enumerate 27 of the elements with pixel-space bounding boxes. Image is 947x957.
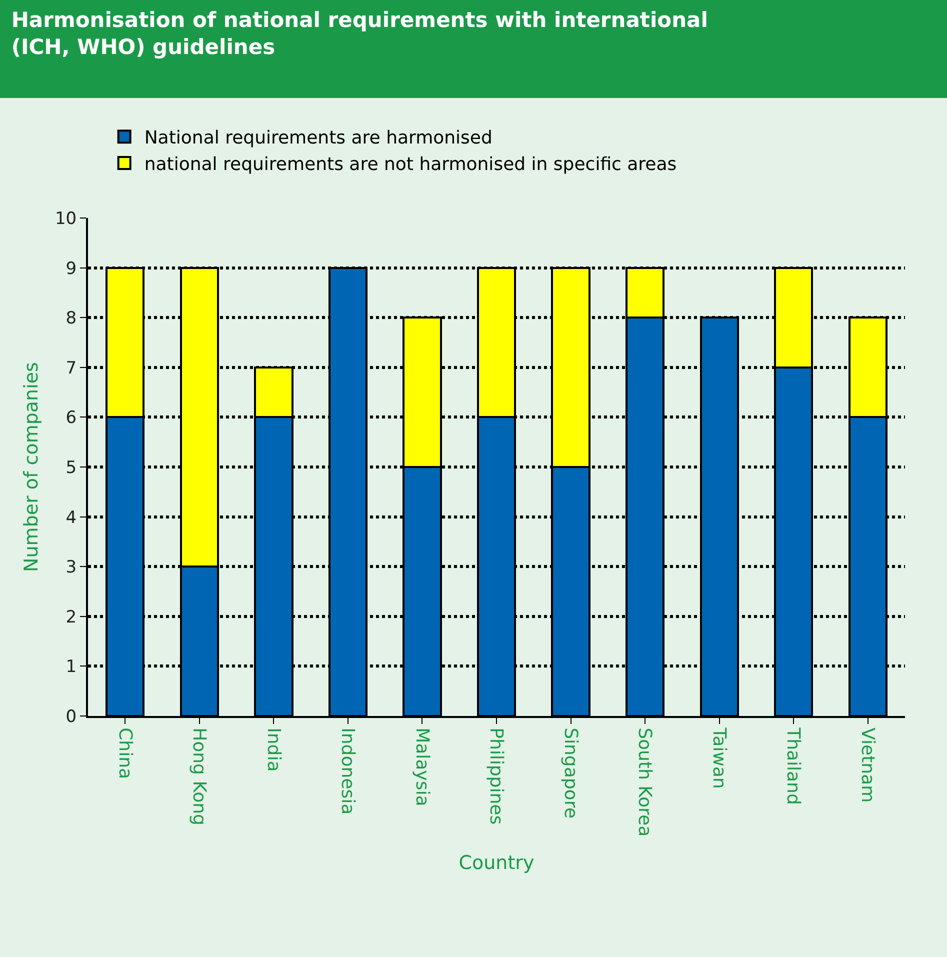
x-tick-label: India (262, 728, 284, 772)
x-tick-label: South Korea (634, 728, 656, 837)
legend-label: national requirements are not harmonised in specific areas (144, 154, 677, 176)
x-tick-label: Thailand (782, 726, 804, 805)
x-tick-label: Malaysia (411, 728, 432, 806)
y-tick-label: 8 (66, 308, 77, 329)
y-tick-label: 3 (66, 558, 77, 578)
y-tick-label: 9 (66, 258, 77, 279)
x-axis-title: Country (458, 852, 534, 874)
x-tick-label: Taiwan (708, 726, 730, 789)
y-tick-label: 10 (54, 208, 77, 229)
x-tick-label: Indonesia (337, 728, 358, 815)
y-tick-label: 1 (66, 657, 77, 678)
x-tick-label: Singapore (560, 728, 581, 818)
y-tick-label: 5 (66, 458, 77, 478)
x-tick-label: Vietnam (857, 728, 878, 803)
y-tick-label: 6 (66, 408, 77, 428)
y-axis-title: Number of companies (20, 362, 42, 572)
x-tick-label: Hong Kong (188, 728, 210, 826)
y-tick-label: 0 (66, 706, 77, 727)
y-tick-label: 2 (66, 607, 77, 628)
x-tick-label: Philippines (486, 728, 507, 825)
y-tick-label: 4 (66, 508, 77, 528)
chart-title: Harmonisation of national requirements with international (ICH, WHO) guidelines (11, 8, 708, 60)
legend-label: National requirements are harmonised (144, 128, 492, 149)
y-tick-label: 7 (66, 358, 77, 378)
x-tick-label: China (114, 728, 136, 780)
